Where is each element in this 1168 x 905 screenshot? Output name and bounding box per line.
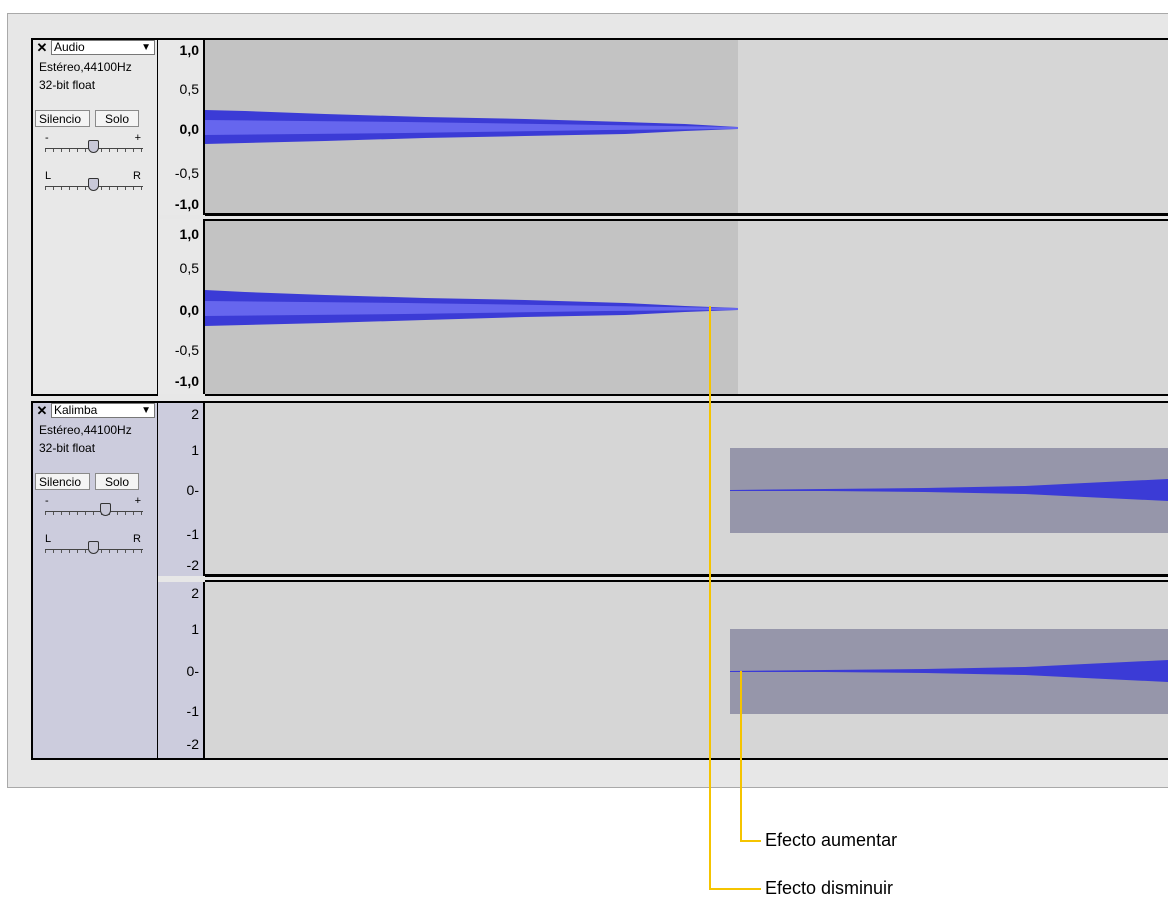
waveform-left bbox=[730, 479, 1168, 501]
waveform-left-rms bbox=[205, 120, 738, 135]
scale-label: -1,0 bbox=[174, 373, 199, 389]
scale-label: -2 bbox=[186, 557, 199, 573]
scale-label: -1,0 bbox=[174, 196, 199, 212]
vertical-ruler-kalimba-left[interactable]: 2 1 0- -1 -2 bbox=[158, 401, 205, 576]
track-name-menu[interactable]: Kalimba ▼ bbox=[51, 403, 155, 418]
track-sample-format: 32-bit float bbox=[39, 78, 96, 92]
scale-label: 1 bbox=[191, 621, 199, 637]
track-header: ✕ Audio ▼ bbox=[33, 40, 157, 57]
fade-in-label: Efecto aumentar bbox=[765, 830, 898, 850]
channel-separator bbox=[205, 577, 1168, 580]
chevron-down-icon: ▼ bbox=[141, 405, 151, 416]
scale-label: -1 bbox=[186, 703, 199, 719]
mute-button[interactable]: Silencio bbox=[35, 473, 90, 490]
pan-slider-thumb[interactable] bbox=[88, 541, 99, 554]
scale-label: 1,0 bbox=[179, 42, 199, 58]
vertical-ruler-kalimba-right[interactable]: 2 1 0- -1 -2 bbox=[158, 582, 205, 760]
chevron-down-icon: ▼ bbox=[141, 42, 151, 53]
track-name-menu[interactable]: Audio ▼ bbox=[51, 40, 155, 55]
scale-label: -0,5 bbox=[174, 342, 199, 358]
scale-label: -0,5 bbox=[174, 165, 199, 181]
solo-button[interactable]: Solo bbox=[95, 110, 139, 127]
track-format: Estéreo,44100Hz bbox=[39, 60, 132, 74]
scale-label: 0- bbox=[186, 482, 199, 498]
track-border bbox=[205, 38, 1168, 40]
waveform-right-rms bbox=[205, 301, 738, 316]
scale-label: 2 bbox=[191, 406, 199, 422]
channel-separator bbox=[205, 580, 1168, 582]
pan-slider[interactable]: L R bbox=[45, 170, 143, 194]
channel-separator bbox=[205, 574, 1168, 577]
gain-slider-thumb[interactable] bbox=[88, 140, 99, 153]
gain-slider-thumb[interactable] bbox=[100, 503, 111, 516]
solo-button[interactable]: Solo bbox=[95, 473, 139, 490]
scale-label: 0,5 bbox=[179, 81, 199, 97]
pan-right-label: R bbox=[133, 170, 141, 182]
waveform-area[interactable] bbox=[205, 38, 1168, 762]
scale-label: 2 bbox=[191, 585, 199, 601]
scale-label: 0,5 bbox=[179, 260, 199, 276]
pan-left-label: L bbox=[45, 170, 52, 182]
close-icon[interactable]: ✕ bbox=[36, 40, 48, 55]
waveform-right bbox=[730, 660, 1168, 682]
channel-separator bbox=[205, 216, 1168, 219]
gain-minus-label: - bbox=[45, 132, 49, 144]
scale-label: 0- bbox=[186, 663, 199, 679]
pan-left-label: L bbox=[45, 533, 52, 545]
scale-label: 1 bbox=[191, 442, 199, 458]
vertical-ruler-audio-left[interactable]: 1,0 0,5 0,0 -0,5 -1,0 bbox=[158, 38, 205, 215]
close-icon[interactable]: ✕ bbox=[36, 403, 48, 418]
pan-slider-thumb[interactable] bbox=[88, 178, 99, 191]
track-sample-format: 32-bit float bbox=[39, 441, 96, 455]
gain-slider[interactable]: - + bbox=[45, 132, 143, 156]
gain-plus-label: + bbox=[134, 495, 141, 507]
track-control-panel-kalimba: ✕ Kalimba ▼ Estéreo,44100Hz 32-bit float… bbox=[31, 401, 158, 760]
scale-label: -2 bbox=[186, 736, 199, 752]
scale-label: 0,0 bbox=[179, 302, 199, 318]
channel-separator bbox=[205, 219, 1168, 221]
track-format: Estéreo,44100Hz bbox=[39, 423, 132, 437]
vertical-ruler-audio-right[interactable]: 1,0 0,5 0,0 -0,5 -1,0 bbox=[158, 219, 205, 394]
channel-separator bbox=[205, 213, 1168, 216]
gain-plus-label: + bbox=[134, 132, 141, 144]
gain-minus-label: - bbox=[45, 495, 49, 507]
track-border bbox=[205, 394, 1168, 396]
track-border bbox=[205, 758, 1168, 760]
fade-out-label: Efecto disminuir bbox=[765, 878, 894, 898]
track-border bbox=[205, 401, 1168, 403]
pan-right-label: R bbox=[133, 533, 141, 545]
track-name: Kalimba bbox=[54, 403, 98, 417]
track-name: Audio bbox=[54, 40, 85, 54]
scale-label: 1,0 bbox=[179, 226, 199, 242]
pan-slider[interactable]: L R bbox=[45, 533, 143, 557]
gain-slider[interactable]: - + bbox=[45, 495, 143, 519]
track-control-panel-audio: ✕ Audio ▼ Estéreo,44100Hz 32-bit float S… bbox=[31, 38, 158, 396]
scale-label: 0,0 bbox=[179, 121, 199, 137]
track-header: ✕ Kalimba ▼ bbox=[33, 403, 157, 420]
scale-label: -1 bbox=[186, 526, 199, 542]
mute-button[interactable]: Silencio bbox=[35, 110, 90, 127]
